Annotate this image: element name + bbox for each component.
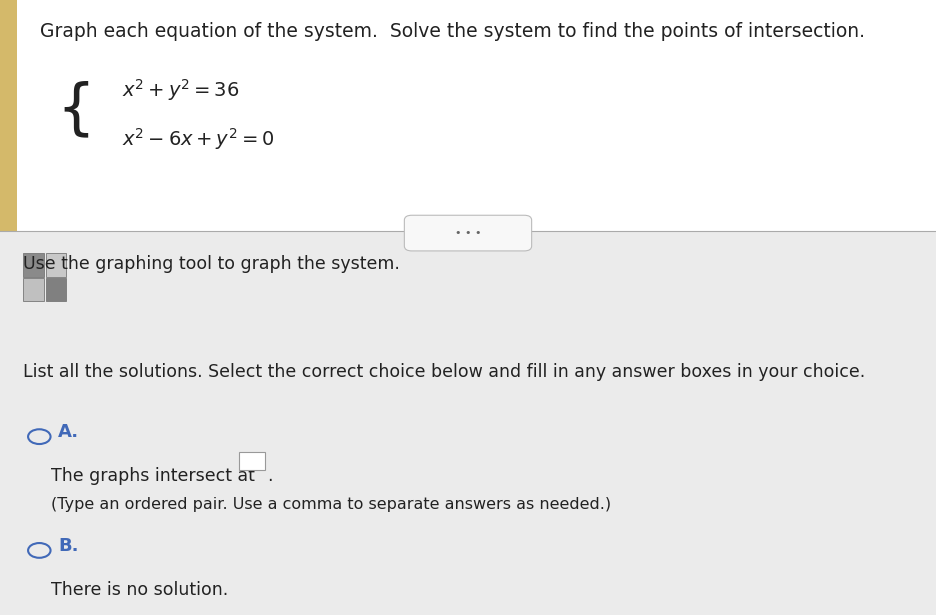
Text: List all the solutions. Select the correct choice below and fill in any answer b: List all the solutions. Select the corre… — [23, 363, 866, 381]
Text: There is no solution.: There is no solution. — [51, 581, 228, 599]
Text: Graph each equation of the system.  Solve the system to find the points of inter: Graph each equation of the system. Solve… — [40, 22, 865, 41]
Text: Use the graphing tool to graph the system.: Use the graphing tool to graph the syste… — [23, 255, 401, 273]
Text: $x^2+y^2=36$: $x^2+y^2=36$ — [122, 77, 239, 103]
Text: B.: B. — [58, 536, 79, 555]
Text: The graphs intersect at: The graphs intersect at — [51, 467, 267, 485]
Text: • • •: • • • — [455, 228, 481, 238]
Text: .: . — [267, 467, 272, 485]
Text: (Type an ordered pair. Use a comma to separate answers as needed.): (Type an ordered pair. Use a comma to se… — [51, 497, 611, 512]
Text: $x^2-6x+y^2=0$: $x^2-6x+y^2=0$ — [122, 126, 274, 152]
Text: {: { — [56, 80, 95, 139]
Text: A.: A. — [58, 423, 80, 441]
